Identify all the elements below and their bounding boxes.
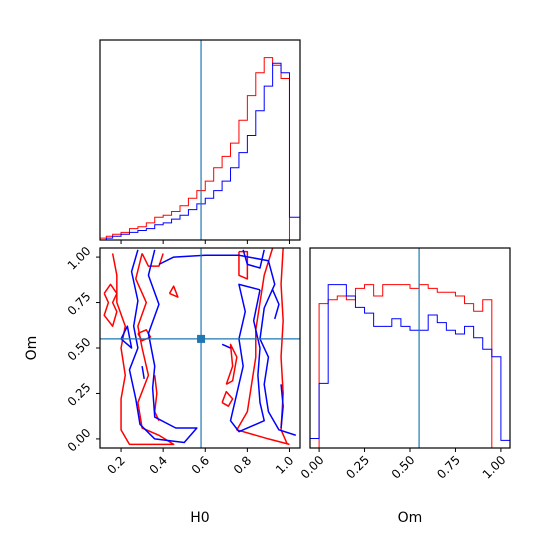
histogram-series-1 bbox=[100, 62, 300, 240]
blue-contour-4 bbox=[141, 366, 145, 380]
om-ytick-label: 0.50 bbox=[65, 335, 94, 364]
h0-xtick-label: 0.2 bbox=[105, 453, 128, 476]
blue-contour-8 bbox=[271, 289, 280, 320]
om-ytick-label: 1.00 bbox=[65, 244, 94, 273]
red-contour-3 bbox=[238, 250, 249, 280]
blue-contour-3 bbox=[120, 325, 133, 349]
red-contour-7 bbox=[137, 329, 152, 342]
h0-xtick-label: 1.0 bbox=[273, 453, 296, 476]
blue-contour-6 bbox=[221, 343, 231, 349]
om-xtick-label: 0.75 bbox=[434, 453, 463, 482]
contour-lines bbox=[103, 248, 297, 446]
h0-xtick-label: 0.6 bbox=[189, 453, 212, 476]
blue-contour-1 bbox=[158, 254, 297, 436]
red-contour-4 bbox=[225, 343, 238, 386]
h0-axis-label: H0 bbox=[190, 510, 209, 526]
om-histogram-lines bbox=[310, 284, 510, 448]
blue-contour-7 bbox=[280, 384, 284, 429]
red-contour-10 bbox=[168, 285, 179, 298]
blue-contour-2 bbox=[229, 283, 265, 433]
om-axis-label-bottom: Om bbox=[398, 510, 423, 526]
h0-histogram-lines bbox=[100, 57, 300, 240]
om-axis-label: Om bbox=[24, 336, 40, 361]
histogram-series-1 bbox=[310, 284, 510, 448]
blue-contour-0 bbox=[128, 249, 198, 444]
h0-xtick-label: 0.8 bbox=[231, 453, 254, 476]
om-ytick-label: 0.25 bbox=[65, 380, 94, 409]
red-contour-1 bbox=[236, 248, 290, 446]
h0-histogram-frame bbox=[99, 39, 301, 241]
truth-marker bbox=[197, 334, 206, 343]
om-xticks: 0.00 0.25 0.50 0.75 1.00 bbox=[298, 448, 509, 482]
om-histogram-frame bbox=[309, 247, 511, 449]
h0-xtick-label: 0.4 bbox=[147, 453, 170, 476]
blue-contour-5 bbox=[242, 249, 265, 269]
red-contour-8 bbox=[153, 375, 160, 422]
h0-om-contour-panel: 0.2 0.4 0.6 0.8 1.0 0.000.250.500.751.00 H0 … bbox=[24, 244, 301, 526]
om-ytick-label: 0.75 bbox=[65, 289, 94, 318]
om-ytick-label: 0.00 bbox=[65, 426, 94, 455]
red-contour-5 bbox=[141, 253, 164, 267]
om-xtick-label: 1.00 bbox=[480, 453, 509, 482]
red-contour-6 bbox=[103, 283, 118, 327]
om-xtick-label: 0.00 bbox=[298, 453, 327, 482]
om-xtick-label: 0.50 bbox=[389, 453, 418, 482]
h0-histogram-xticks bbox=[120, 240, 290, 244]
om-xtick-label: 0.25 bbox=[343, 453, 372, 482]
om-yticks: 0.00 0.25 0.50 0.75 1.00 bbox=[65, 244, 100, 455]
red-contour-9 bbox=[221, 390, 234, 407]
h0-xticks: 0.2 0.4 0.6 0.8 1.0 bbox=[105, 448, 296, 477]
contour-frame bbox=[99, 247, 301, 449]
h0-histogram-panel bbox=[99, 39, 301, 244]
histogram-series-0 bbox=[100, 57, 300, 240]
histogram-series-0 bbox=[310, 284, 510, 448]
red-contour-0 bbox=[111, 253, 175, 446]
om-histogram-panel: 0.00 0.25 0.50 0.75 1.00 Om bbox=[298, 247, 511, 526]
